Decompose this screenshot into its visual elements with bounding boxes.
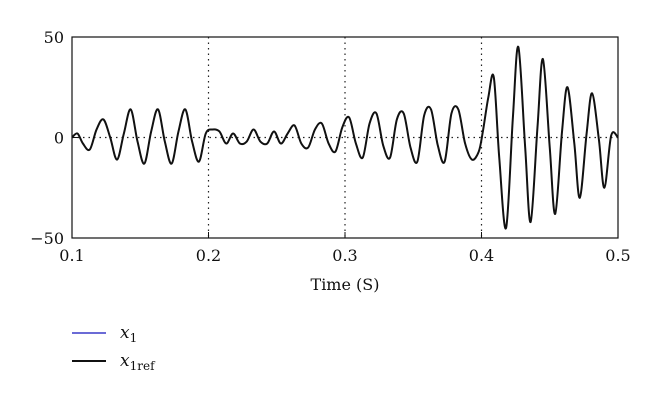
series-lines [71,46,619,230]
x-tick-label: 0.4 [469,246,494,265]
y-tick-labels: 50 0 −50 [30,28,64,248]
x-tick-labels: 0.1 0.2 0.3 0.4 0.5 [59,246,630,265]
x-tick-label: 0.5 [605,246,630,265]
series-line-x1ref [71,46,619,230]
axis-ticks [71,36,619,239]
legend: x1 x1ref [72,323,156,373]
legend-label-x1: x1 [120,323,137,345]
y-tick-label: 0 [54,129,64,148]
x-tick-label: 0.1 [59,246,84,265]
legend-label-x1ref: x1ref [120,351,156,373]
y-tick-label: −50 [30,229,64,248]
x-tick-label: 0.2 [196,246,221,265]
y-tick-label: 50 [44,28,64,47]
x-tick-label: 0.3 [332,246,357,265]
x-axis-label: Time (S) [311,275,380,294]
